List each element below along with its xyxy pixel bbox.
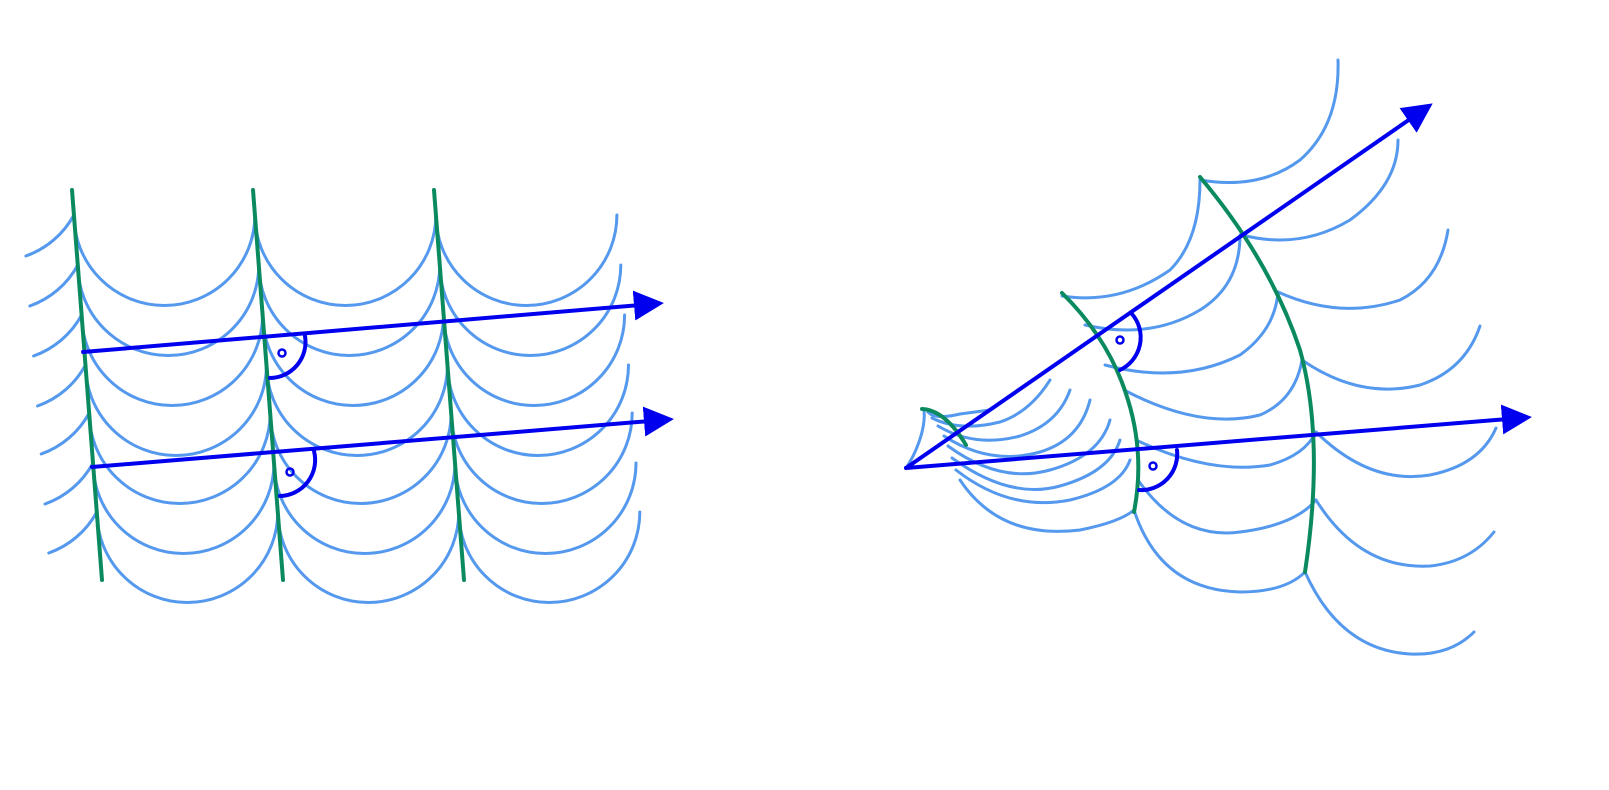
wavelet-arc: [1276, 228, 1450, 310]
wavelet-arc: [446, 363, 630, 457]
wavelet-arc: [72, 213, 257, 307]
right-angle-markers: [1115, 312, 1180, 493]
right-angle-marker: [1137, 448, 1180, 493]
right-angle-marker: [268, 334, 308, 380]
wavelet-arc: [1103, 290, 1280, 375]
wavelet-arc: [453, 461, 638, 555]
wavelet-arc: [954, 458, 1132, 505]
wavelet-arc: [930, 378, 1052, 428]
ray-arrow: [90, 406, 674, 469]
wavelet-arc: [268, 411, 453, 505]
wavelet-arc: [946, 418, 1112, 476]
wavelet-arc: [257, 263, 442, 357]
ray-arrow: [904, 103, 1433, 470]
wavelet-arc: [442, 313, 627, 407]
wavelet-arc: [276, 510, 461, 604]
wavelet-arc: [1198, 58, 1340, 184]
wavelet-arc: [950, 438, 1122, 491]
wavefront-lines: [70, 188, 466, 582]
right-angle-markers: [268, 334, 318, 498]
wavelet-arc: [1134, 430, 1318, 469]
right-angle-marker: [1115, 312, 1143, 372]
wavelet-arc: [1136, 478, 1318, 535]
wavefront-curve: [1060, 291, 1141, 514]
ray-arrow: [904, 404, 1532, 470]
wavelet-arc: [1132, 508, 1307, 594]
wavelet-arc: [80, 313, 265, 407]
wavelet-arc: [1314, 498, 1496, 568]
wavelet-arc: [449, 411, 634, 505]
wavefront-curve: [1198, 175, 1316, 574]
wavelet-arc: [1300, 324, 1482, 391]
wavelet-arc: [265, 363, 449, 457]
wavelet-arc: [1083, 233, 1242, 332]
wavelet-arc: [84, 363, 268, 457]
curved-wave-panel: [904, 58, 1532, 656]
wavelet-arc: [32, 313, 84, 358]
wavelet-arc: [272, 461, 457, 555]
wavefront-line: [432, 188, 466, 582]
wavelet-arc: [91, 461, 276, 555]
wavelet-arc: [47, 510, 99, 555]
wavelet-arc: [76, 263, 261, 357]
wavelet-arc: [958, 478, 1136, 533]
wavelet-arc: [28, 263, 80, 308]
wavelet-arc: [39, 411, 91, 456]
wavelet-arc: [1303, 570, 1476, 656]
wavelet-arc: [1122, 358, 1304, 421]
wavelet-arc: [253, 213, 438, 307]
rays: [81, 290, 674, 469]
wavelet-arc: [942, 398, 1092, 458]
wavelet-arc: [43, 461, 95, 506]
ray-arrow: [81, 290, 664, 354]
plane-wave-panel: [24, 188, 674, 604]
rays: [904, 103, 1532, 470]
wavelet-arc: [36, 363, 87, 408]
wavelet-arcs: [904, 58, 1498, 656]
wavelet-arc: [1240, 138, 1400, 242]
right-angle-marker: [278, 449, 318, 498]
wavefront-line: [70, 188, 104, 582]
wavefront-curve: [920, 407, 968, 447]
wavelet-arc: [1314, 426, 1498, 479]
wavelet-arc: [95, 510, 280, 604]
wavefront-line: [251, 188, 285, 582]
wavefront-curves: [920, 175, 1316, 574]
wavelet-arc: [1060, 178, 1202, 300]
wavelet-arc: [261, 313, 446, 407]
wavelet-arc: [24, 213, 76, 258]
wavelet-arc: [434, 213, 619, 307]
wavelet-arcs: [24, 213, 642, 604]
wavelet-arc: [457, 510, 642, 604]
